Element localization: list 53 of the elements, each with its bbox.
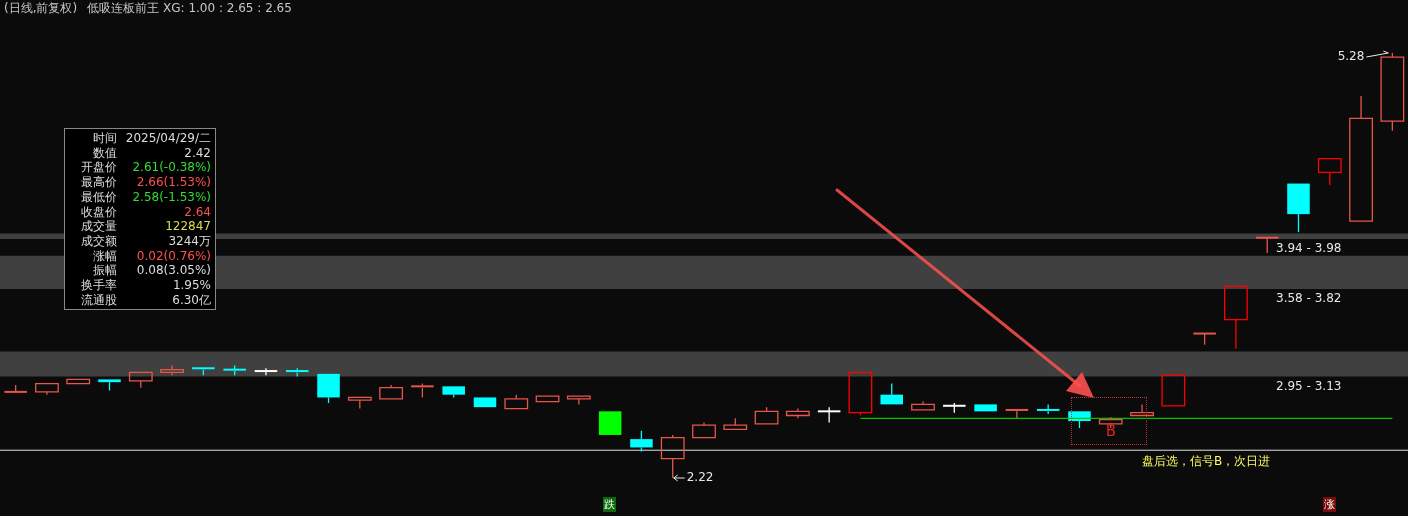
annotation: 6.30亿 bbox=[172, 292, 211, 308]
annotation: 0.08(3.05%) bbox=[136, 263, 211, 279]
candlestick bbox=[379, 384, 404, 400]
candlestick bbox=[911, 400, 935, 411]
annotation: 2.64 bbox=[184, 204, 211, 220]
annotation: 成交额 bbox=[80, 233, 117, 249]
annotation: B bbox=[1105, 422, 1117, 440]
annotation: 数值 bbox=[92, 145, 117, 161]
candlestick bbox=[692, 421, 716, 439]
candlestick bbox=[598, 411, 622, 435]
candlestick bbox=[160, 364, 184, 376]
annotation: 流通股 bbox=[80, 292, 117, 308]
candlestick bbox=[535, 395, 560, 403]
annotation: 最低价 bbox=[80, 189, 117, 205]
candlestick bbox=[473, 397, 497, 408]
candlestick bbox=[1130, 403, 1154, 417]
candlestick bbox=[1287, 183, 1310, 233]
text: 跌 bbox=[603, 497, 617, 512]
annotation: 2.61(-0.38%) bbox=[132, 160, 211, 176]
band-label: 3.58 - 3.82 bbox=[1276, 291, 1342, 306]
band-label: 3.94 - 3.98 bbox=[1276, 241, 1342, 256]
band-label: 2.95 - 3.13 bbox=[1276, 378, 1342, 393]
candlestick bbox=[66, 378, 91, 385]
annotation: 时间 bbox=[92, 131, 117, 146]
chart-title: (日线,前复权) bbox=[4, 1, 78, 15]
annotation: 2.42 bbox=[184, 145, 211, 161]
annotation: 成交量 bbox=[80, 219, 117, 234]
annotation: 122847 bbox=[165, 219, 211, 234]
annotation: 开盘价 bbox=[80, 160, 117, 176]
annotation: 最高价 bbox=[80, 175, 117, 190]
annotation: 2.66(1.53%) bbox=[136, 175, 211, 190]
candlestick bbox=[35, 382, 59, 396]
annotation: 收盘价 bbox=[80, 204, 117, 220]
candlestick bbox=[1349, 95, 1373, 222]
candlestick bbox=[253, 367, 279, 376]
candlestick bbox=[1004, 408, 1030, 419]
chart-subtitle: 低吸连板前王 XG: 1.00 : 2.65 : 2.65 bbox=[87, 1, 292, 15]
text: 涨 bbox=[1322, 497, 1336, 512]
candlestick bbox=[1161, 374, 1186, 407]
annotation: 2025/04/29/二 bbox=[125, 131, 211, 146]
annotation: 涨幅 bbox=[92, 248, 117, 264]
candlestick bbox=[660, 434, 685, 479]
annotation: 盘后选，信号B，次日进 bbox=[1142, 453, 1271, 470]
annotation: 3244万 bbox=[168, 233, 211, 249]
candlestick bbox=[785, 407, 810, 419]
annotation: 振幅 bbox=[92, 263, 117, 279]
annotation: 2.22 bbox=[686, 470, 714, 485]
annotation: 换手率 bbox=[80, 278, 117, 293]
candlestick bbox=[1224, 285, 1248, 350]
annotation: 1.95% bbox=[172, 278, 211, 293]
annotation: 5.28 bbox=[1337, 49, 1365, 64]
annotation: 2.58(-1.53%) bbox=[132, 189, 211, 205]
annotation: 0.02(0.76%) bbox=[136, 248, 211, 264]
